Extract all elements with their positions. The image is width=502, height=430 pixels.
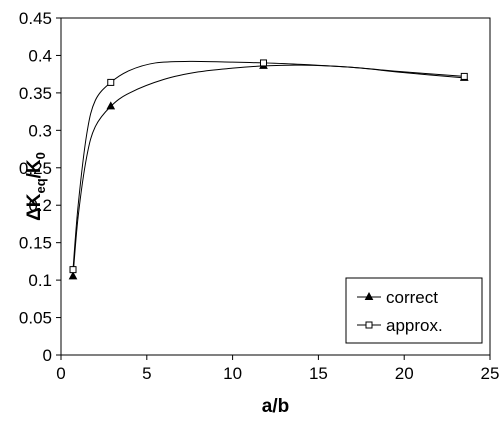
x-tick-label: 0 [56,364,65,383]
y-axis-title: ΔKeq/K0 [24,152,48,221]
series-line-approx [72,60,465,270]
data-point-approx [69,266,77,274]
data-point-approx [107,78,115,86]
legend-label-correct: correct [386,288,438,307]
y-tick-label: 0.45 [19,9,52,28]
y-tick-label: 0.15 [19,234,52,253]
y-tick-label: 0.2 [28,196,52,215]
y-tick-label: 0.05 [19,309,52,328]
y-axis-title-sub: eq [33,178,48,193]
data-point-approx [259,59,267,67]
legend-marker-approx [365,321,373,329]
y-tick-label: 0.35 [19,84,52,103]
y-tick-label: 0.25 [19,159,52,178]
y-axis-title-delta: Δ [24,207,45,221]
x-tick-label: 25 [481,364,500,383]
data-point-correct [106,101,116,110]
y-axis-title-rest: /K [24,159,45,178]
legend-item-correct: correct [357,288,438,307]
y-tick-label: 0.4 [28,46,52,65]
y-axis-title-sub2: 0 [33,152,48,159]
x-tick-label: 15 [309,364,328,383]
legend: correct approx. [345,277,483,344]
data-point-correct [68,271,78,280]
x-tick-label: 10 [223,364,242,383]
legend-marker-correct [364,291,374,300]
x-tick-label: 5 [142,364,151,383]
legend-label-approx: approx. [386,316,443,335]
legend-item-approx: approx. [357,316,443,335]
data-point-approx [460,72,468,80]
legend-box [345,277,483,344]
x-axis-title: a/b [262,396,289,417]
x-axis: 0 5 10 15 20 25 [56,355,499,383]
x-tick-label: 20 [395,364,414,383]
y-tick-label: 0 [43,346,52,365]
y-axis: 0 0.05 0.1 0.15 0.2 0.25 0.3 0.35 0.4 0.45 [19,9,61,365]
y-axis-title-main: K [24,193,45,207]
y-tick-label: 0.3 [28,121,52,140]
y-tick-label: 0.1 [28,271,52,290]
series-layer [68,59,469,280]
